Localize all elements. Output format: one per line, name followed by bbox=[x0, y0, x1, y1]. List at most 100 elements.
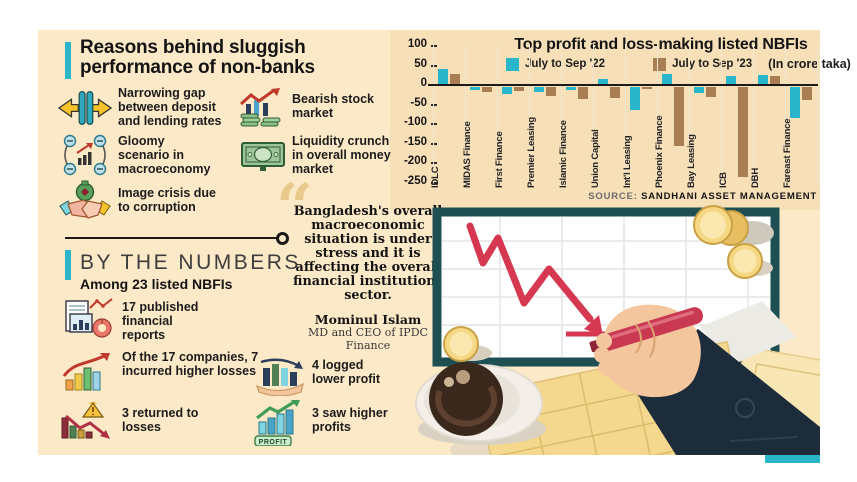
y-axis-dash bbox=[431, 142, 437, 145]
reason-item-1: Narrowing gap between deposit and lendin… bbox=[118, 86, 222, 128]
y-axis-dash bbox=[431, 123, 437, 125]
category-separator bbox=[689, 44, 690, 184]
x-axis-label: First Finance bbox=[494, 131, 505, 188]
macroeconomy-cycle-icon bbox=[63, 134, 107, 176]
legend-label-2022: July to Sep '22 bbox=[525, 58, 606, 70]
bar-phoenix-finance-2023 bbox=[674, 87, 684, 146]
bar-idlc-2022 bbox=[438, 69, 448, 85]
category-separator bbox=[625, 44, 626, 184]
y-axis-tick: 100 bbox=[407, 38, 427, 50]
bar-dbh-2022 bbox=[758, 75, 768, 85]
category-separator bbox=[593, 44, 594, 184]
coffee-cup bbox=[415, 362, 546, 445]
x-axis-label: IDLC bbox=[430, 166, 441, 188]
bar-islamic-finance-2022 bbox=[566, 87, 576, 90]
quote-author: Mominul Islam bbox=[314, 312, 422, 328]
y-axis-dash bbox=[431, 45, 437, 47]
y-axis-dash bbox=[431, 162, 437, 164]
bar-int'l-leasing-2023 bbox=[642, 87, 652, 89]
category-separator bbox=[497, 44, 498, 184]
profit-badge-label: PROFIT bbox=[259, 439, 288, 446]
banknote-icon bbox=[241, 142, 285, 171]
y-axis-dash bbox=[431, 181, 437, 184]
chart-background bbox=[390, 30, 820, 210]
bearish-market-icon bbox=[239, 88, 281, 127]
handshake-money-icon bbox=[59, 180, 111, 219]
returned-losses-icon bbox=[61, 402, 110, 439]
chart-legend: July to Sep '22 July to Sep '23 (In cror… bbox=[506, 57, 851, 71]
x-axis-label: Union Capital bbox=[590, 129, 601, 188]
bar-bay-leasing-2022 bbox=[694, 87, 704, 93]
page-title: Reasons behind sluggish performance of n… bbox=[80, 37, 315, 78]
chart-source: SOURCE: SANDHANI ASSET MANAGEMENT bbox=[500, 191, 817, 202]
chart-unit-note: (In crore taka) bbox=[768, 57, 851, 71]
bottom-accent-strip bbox=[765, 455, 820, 463]
reason-item-4: Liquidity crunch in overall money market bbox=[292, 134, 391, 176]
category-separator bbox=[817, 44, 818, 184]
chart-plot: 100 50 0 -50 -100 -150 -200 -250 IDLC MIDAS Finan… bbox=[390, 38, 820, 192]
category-separator bbox=[657, 44, 658, 184]
y-axis-tick: -150 bbox=[403, 135, 427, 148]
y-axis-tick: 50 bbox=[414, 57, 427, 70]
reason-item-2: Bearish stock market bbox=[292, 92, 374, 120]
y-axis-dash bbox=[431, 103, 437, 106]
gap-arrows-icon bbox=[57, 90, 113, 126]
coins bbox=[443, 205, 774, 362]
by-the-numbers-title: BY THE NUMBERS bbox=[80, 251, 301, 274]
bar-midas-finance-2023 bbox=[482, 87, 492, 93]
bar-bay-leasing-2023 bbox=[706, 87, 716, 97]
numbers-item-2: Of the 17 companies, 7 incurred higher l… bbox=[122, 350, 259, 378]
higher-losses-icon bbox=[62, 353, 110, 391]
x-axis-label: Int'l Leasing bbox=[622, 135, 633, 188]
x-axis-label: Bay Leasing bbox=[686, 134, 697, 188]
category-separator bbox=[529, 44, 530, 184]
bar-idlc-2023 bbox=[450, 74, 460, 85]
quote-text: Bangladesh's overall macroeconomic situa… bbox=[293, 204, 443, 304]
y-axis-tick: -200 bbox=[403, 155, 427, 167]
bar-int'l-leasing-2022 bbox=[630, 87, 640, 111]
numbers-item-4: 4 logged lower profit bbox=[312, 358, 381, 386]
category-separator bbox=[721, 44, 722, 184]
chart-title: Top profit and loss-making listed NBFIs bbox=[514, 36, 808, 53]
bar-premier-leasing-2023 bbox=[546, 87, 556, 96]
quote-block: Bangladesh's overall macroeconomic situa… bbox=[293, 204, 443, 352]
x-axis-label: MIDAS Finance bbox=[462, 121, 473, 188]
x-axis-label: Islamic Finance bbox=[558, 120, 569, 188]
by-the-numbers-subtitle: Among 23 listed NBFIs bbox=[80, 276, 233, 292]
financial-reports-icon bbox=[65, 298, 113, 338]
numbers-accent-bar bbox=[65, 250, 71, 280]
hand-with-marker bbox=[589, 304, 704, 398]
bar-fareast-finance-2023 bbox=[802, 87, 812, 100]
numbers-item-5: 3 saw higher profits bbox=[312, 406, 388, 434]
y-axis-tick: -100 bbox=[403, 116, 427, 128]
lower-profit-icon bbox=[256, 358, 304, 396]
quote-mark-icon: “ bbox=[276, 170, 313, 245]
category-separator bbox=[785, 44, 786, 184]
category-separator bbox=[561, 44, 562, 184]
y-axis-dash bbox=[431, 64, 437, 67]
bar-islamic-finance-2023 bbox=[578, 87, 588, 99]
reason-item-5: Image crisis due to corruption bbox=[118, 186, 216, 214]
reason-item-3: Gloomy scenario in macroeconomy bbox=[118, 134, 211, 176]
divider-end-ring bbox=[276, 232, 289, 245]
section-divider bbox=[65, 237, 278, 239]
page-title-line1: Reasons behind sluggish bbox=[80, 37, 306, 58]
bar-midas-finance-2022 bbox=[470, 87, 480, 90]
source-label: SOURCE: bbox=[588, 191, 638, 202]
numbers-item-3: 3 returned to losses bbox=[122, 406, 199, 434]
higher-profit-icon: PROFIT bbox=[254, 400, 300, 446]
bar-phoenix-finance-2022 bbox=[662, 74, 672, 85]
category-separator bbox=[465, 44, 466, 184]
source-name: SANDHANI ASSET MANAGEMENT bbox=[641, 191, 817, 202]
zero-baseline bbox=[428, 84, 818, 86]
numbers-item-1: 17 published financial reports bbox=[122, 300, 199, 342]
declining-chart-illustration bbox=[415, 205, 820, 455]
bar-first-finance-2022 bbox=[502, 87, 512, 94]
bar-union-capital-2022 bbox=[598, 79, 608, 85]
bar-dbh-2023 bbox=[770, 76, 780, 85]
x-axis-label: Fareast Finance bbox=[782, 118, 793, 188]
y-axis-tick: 0 bbox=[420, 77, 427, 89]
x-axis-label: ICB bbox=[718, 172, 729, 188]
legend-swatch-2023 bbox=[653, 57, 667, 71]
